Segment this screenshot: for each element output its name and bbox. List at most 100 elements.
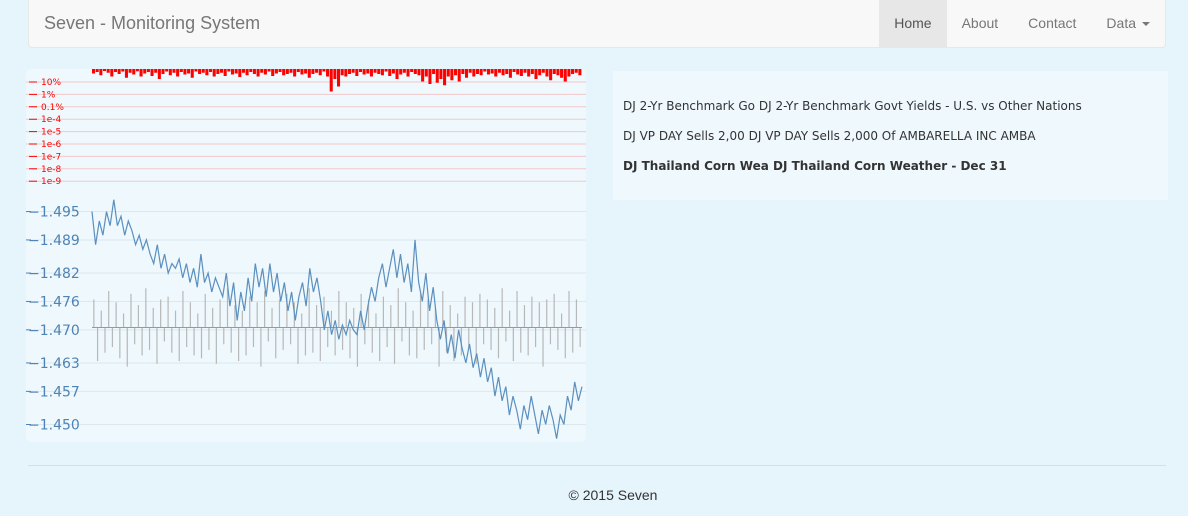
pvalue-bar (351, 69, 355, 73)
pvalue-bar (227, 69, 231, 72)
nav-item-home[interactable]: Home (879, 0, 947, 47)
pvalue-bar (190, 69, 194, 78)
pvalue-bar (161, 69, 165, 74)
pvalue-bar (516, 69, 520, 75)
pvalue-bar (560, 69, 564, 78)
pvalue-bar (399, 69, 403, 75)
pvalue-bar (541, 69, 545, 73)
pvalue-bar (475, 69, 480, 74)
price-tick-label: −1.457 (28, 384, 80, 400)
pvalue-bar (205, 69, 209, 76)
pvalue-bar (179, 69, 183, 72)
pvalue-bar (410, 69, 414, 72)
pvalue-bar (523, 69, 527, 73)
pvalue-bar (366, 69, 370, 74)
pvalue-bar (362, 69, 366, 75)
pvalue-bar (274, 69, 278, 74)
pvalue-bar (377, 69, 381, 74)
pvalue-bar (252, 69, 256, 74)
pvalue-bar (497, 69, 501, 73)
pvalue-bar (486, 69, 490, 75)
caret-down-icon (1142, 22, 1150, 27)
pvalue-bar (271, 69, 275, 76)
pvalue-bar (106, 69, 110, 73)
pvalue-bar (443, 69, 447, 86)
pvalue-bar (249, 69, 253, 72)
pvalue-bar (530, 69, 534, 74)
pvalue-bar (150, 69, 154, 76)
pvalue-bar (428, 69, 432, 84)
pvalue-bar (567, 69, 571, 77)
pvalue-bar (102, 69, 107, 71)
news-item[interactable]: DJ 2-Yr Benchmark Go DJ 2-Yr Benchmark G… (623, 98, 1158, 114)
pvalue-bar (527, 69, 531, 77)
pvalue-bar (472, 69, 476, 77)
pvalue-bar (417, 69, 421, 76)
pvalue-bar (406, 69, 410, 77)
pvalue-bar (505, 69, 509, 74)
pvalue-bar (304, 69, 308, 74)
pvalue-bar (293, 69, 297, 77)
pvalue-bar (132, 69, 136, 75)
pvalue-tick-label: 0.1% (41, 103, 64, 113)
price-tick-label: −1.450 (28, 417, 80, 433)
pvalue-bar (329, 69, 333, 92)
pvalue-bar (340, 69, 344, 76)
pvalue-bar (278, 69, 282, 72)
pvalue-bar (318, 69, 322, 76)
pvalue-bar (154, 69, 158, 73)
pvalue-bar (556, 69, 560, 76)
brand[interactable]: Seven - Monitoring System (44, 13, 261, 33)
pvalue-bar (263, 69, 267, 75)
nav-item-contact[interactable]: Contact (1013, 0, 1091, 47)
pvalue-bar (388, 69, 392, 76)
news-item[interactable]: DJ VP DAY Sells 2,00 DJ VP DAY Sells 2,0… (623, 128, 1158, 144)
price-chart: 10% 1% 0.1% 1e-4 1e-5 1e-6 1e-7 1e-8 1e-9 −1.495… (26, 69, 586, 439)
price-line (91, 199, 583, 439)
pvalue-bar (212, 69, 216, 77)
nav-contact-label: Contact (1028, 15, 1077, 31)
pvalue-bar (337, 69, 341, 87)
news-short: DJ 2-Yr Benchmark Go (623, 99, 756, 113)
pvalue-bar (519, 69, 523, 76)
pvalue-bar (315, 69, 319, 73)
pvalue-tick-label: 1e-7 (41, 152, 61, 162)
nav-item-data-dropdown[interactable]: Data (1091, 0, 1165, 47)
pvalue-bar (432, 69, 436, 74)
nav-data-label: Data (1106, 15, 1136, 31)
nav-about-label: About (961, 15, 999, 31)
pvalue-bar (355, 69, 359, 76)
nav-menu: Home About Contact Data (879, 0, 1165, 47)
pvalue-bar (347, 69, 352, 74)
footer: © 2015 Seven (0, 487, 1188, 503)
pvalue-bar (450, 69, 454, 81)
pvalue-bar (238, 69, 242, 77)
news-panel: DJ 2-Yr Benchmark Go DJ 2-Yr Benchmark G… (613, 71, 1168, 200)
pvalue-bar (124, 69, 128, 78)
pvalue-bar (563, 69, 567, 82)
footer-text: © 2015 Seven (568, 487, 658, 503)
pvalue-bar (219, 69, 224, 73)
pvalue-bar (508, 69, 512, 78)
pvalue-bar (358, 69, 362, 72)
pvalue-bar (454, 69, 458, 76)
pvalue-tick-label: 1e-6 (41, 140, 62, 150)
pvalue-bar (183, 69, 187, 75)
nav-item-about[interactable]: About (947, 0, 1014, 47)
pvalue-bar (435, 69, 439, 83)
pvalue-tick-label: 10% (41, 78, 61, 88)
news-short: DJ Thailand Corn Wea (623, 159, 769, 173)
pvalue-bar (395, 69, 399, 79)
price-tick-label: −1.495 (28, 205, 80, 221)
pvalue-bar (461, 69, 465, 74)
news-item[interactable]: DJ Thailand Corn Wea DJ Thailand Corn We… (623, 158, 1158, 174)
pvalue-bar (110, 69, 114, 77)
price-tick-label: −1.482 (28, 266, 80, 282)
price-tick-label: −1.476 (28, 294, 80, 310)
pvalue-bar (446, 69, 450, 77)
pvalue-bar (483, 69, 487, 72)
pvalue-bar (187, 69, 191, 74)
pvalue-bar (578, 69, 582, 76)
pvalue-bar (172, 69, 176, 73)
pvalue-bar (165, 69, 169, 72)
